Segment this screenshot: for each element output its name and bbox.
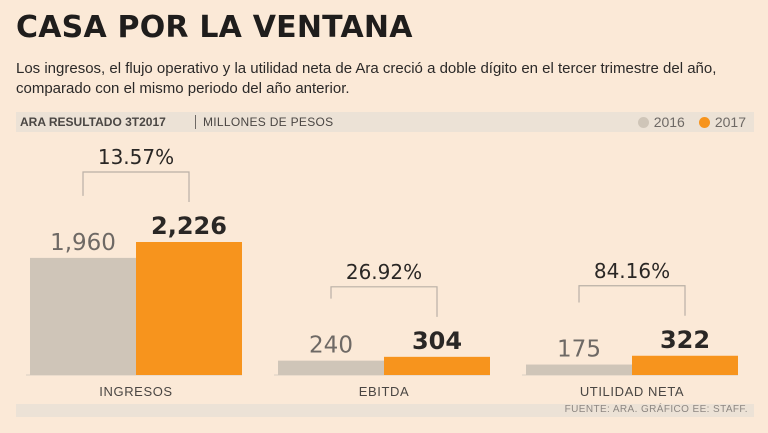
band-heading: ARA RESULTADO 3T2017 — [20, 115, 166, 129]
chart-title: CASA POR LA VENTANA — [16, 10, 413, 45]
change-label: 13.57% — [98, 145, 174, 169]
change-bracket — [578, 285, 686, 316]
data-label-2017: 2,226 — [151, 212, 227, 240]
band-divider — [195, 115, 196, 129]
legend-swatch-2017 — [698, 116, 710, 128]
data-label-2016: 1,960 — [50, 230, 116, 256]
bar-ingresos-2016 — [30, 257, 136, 375]
data-label-2016: 175 — [557, 337, 601, 363]
source-note: FUENTE: ARA. GRÁFICO EE: STAFF. — [564, 404, 748, 415]
legend-label-2017: 2017 — [714, 114, 746, 130]
bar-utilidad-neta-2017 — [632, 355, 738, 375]
change-label: 84.16% — [594, 259, 670, 283]
legend-item-2016: 2016 — [637, 114, 685, 130]
data-label-2016: 240 — [309, 333, 353, 359]
band-unit: MILLONES DE PESOS — [203, 115, 334, 129]
bar-utilidad-neta-2016 — [526, 364, 632, 375]
bar-ebitda-2016 — [278, 360, 384, 375]
category-label: EBITDA — [359, 384, 410, 399]
footer-band: FUENTE: ARA. GRÁFICO EE: STAFF. — [16, 404, 754, 417]
bar-ebitda-2017 — [384, 356, 490, 375]
change-bracket — [82, 171, 190, 202]
legend-label-2016: 2016 — [653, 114, 685, 130]
bar-ingresos-2017 — [136, 242, 242, 375]
legend: 2016 2017 — [630, 113, 746, 131]
change-label: 26.92% — [346, 260, 422, 284]
legend-item-2017: 2017 — [698, 114, 746, 130]
category-label: INGRESOS — [99, 384, 172, 399]
chart-header-band: ARA RESULTADO 3T2017 MILLONES DE PESOS 2… — [16, 112, 754, 132]
chart-subtitle: Los ingresos, el flujo operativo y la ut… — [16, 60, 717, 97]
data-label-2017: 322 — [660, 326, 710, 354]
category-label: UTILIDAD NETA — [580, 384, 684, 399]
data-label-2017: 304 — [412, 327, 462, 355]
change-bracket — [330, 286, 438, 317]
legend-swatch-2016 — [637, 116, 649, 128]
